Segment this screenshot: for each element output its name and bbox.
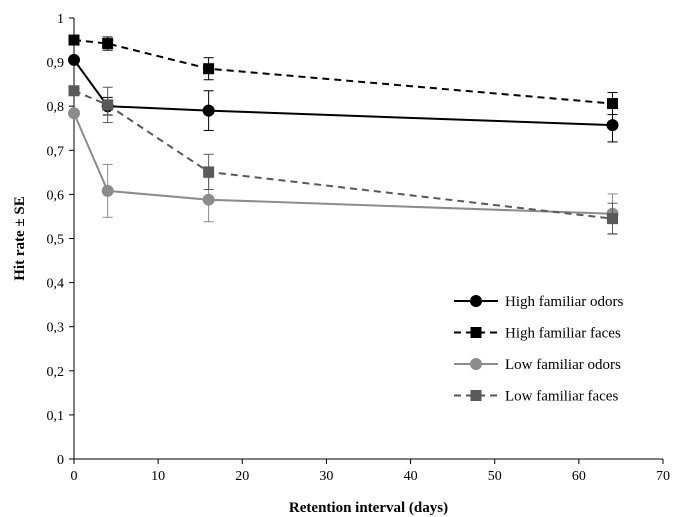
data-point xyxy=(607,213,619,225)
legend-marker xyxy=(470,390,482,401)
x-tick-label: 20 xyxy=(235,469,249,484)
legend-item: High familiar odors xyxy=(454,294,623,310)
data-point xyxy=(607,98,619,110)
data-point xyxy=(203,166,215,178)
data-point xyxy=(68,34,80,46)
x-tick-label: 10 xyxy=(151,469,165,484)
x-tick-label: 50 xyxy=(488,469,502,484)
y-axis-title: Hit rate ± SE xyxy=(12,196,28,280)
y-tick-label: 0,2 xyxy=(47,365,65,380)
data-point xyxy=(202,193,215,206)
data-point xyxy=(68,85,80,97)
series-layer xyxy=(68,34,619,235)
series-3 xyxy=(68,107,619,235)
y-tick-label: 0,6 xyxy=(47,188,65,203)
series-line xyxy=(73,39,613,105)
x-tick-label: 60 xyxy=(572,469,586,484)
series-4 xyxy=(68,85,619,235)
y-tick-label: 0,9 xyxy=(47,56,65,71)
data-point xyxy=(202,104,215,117)
data-point xyxy=(68,53,80,66)
data-point xyxy=(606,119,619,132)
legend-label: High familiar faces xyxy=(505,326,621,342)
y-tick-label: 0,4 xyxy=(47,277,65,292)
legend-item: Low familiar faces xyxy=(454,389,618,405)
y-tick-label: 0,1 xyxy=(47,409,65,424)
y-tick-label: 1 xyxy=(57,12,64,27)
series-2 xyxy=(68,34,619,116)
series-line xyxy=(73,89,613,220)
x-tick-label: 0 xyxy=(71,469,78,484)
x-tick-label: 40 xyxy=(404,469,418,484)
series-line xyxy=(73,59,613,127)
data-point xyxy=(102,99,114,111)
data-point xyxy=(203,63,215,75)
legend-marker xyxy=(470,358,482,370)
data-point xyxy=(101,184,114,197)
y-tick-label: 0,7 xyxy=(47,144,65,159)
ticks: 00,10,20,30,40,50,60,70,80,910 10 20 30 40 50… xyxy=(47,12,671,484)
data-point xyxy=(102,38,114,50)
legend-label: Low familiar faces xyxy=(505,389,618,405)
y-tick-label: 0 xyxy=(57,453,64,468)
x-tick-label: 30 xyxy=(319,469,333,484)
legend-marker xyxy=(470,295,482,307)
legend-label: Low familiar odors xyxy=(505,357,621,373)
series-1 xyxy=(68,53,619,143)
legend-marker xyxy=(470,327,482,338)
y-tick-label: 0,8 xyxy=(47,100,65,115)
legend-item: High familiar faces xyxy=(454,326,621,342)
y-tick-label: 0,3 xyxy=(47,321,65,336)
legend-label: High familiar odors xyxy=(505,294,623,310)
x-axis-title: Retention interval (days) xyxy=(289,500,448,516)
legend: High familiar odors High familiar faces Lo… xyxy=(454,294,623,405)
legend-item: Low familiar odors xyxy=(454,357,621,373)
y-tick-label: 0,5 xyxy=(47,233,65,248)
series-line xyxy=(73,112,613,215)
x-tick-label: 70 xyxy=(656,469,670,484)
data-point xyxy=(68,107,80,120)
